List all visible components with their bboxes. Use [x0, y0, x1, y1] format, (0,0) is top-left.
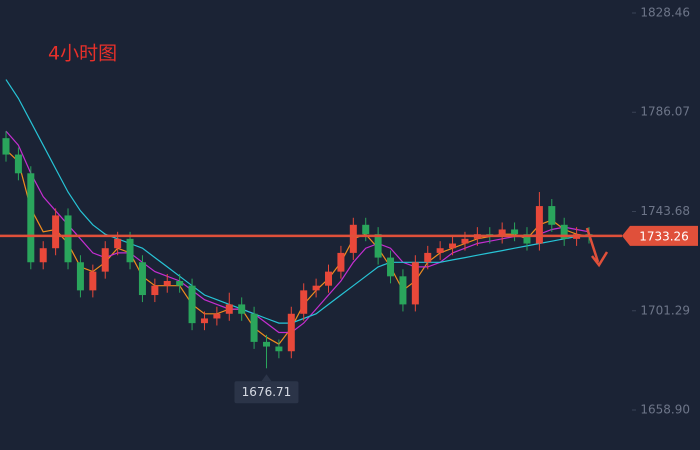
candle-body: [337, 252, 345, 272]
candle-body: [238, 304, 246, 314]
y-tick-label: 1701.29: [640, 303, 690, 317]
candle-body: [300, 290, 308, 314]
candle-body: [275, 346, 283, 352]
candle-body: [27, 173, 35, 263]
candle-body: [461, 238, 469, 244]
y-tick-label: 1786.07: [640, 105, 690, 119]
candle-body: [76, 262, 84, 291]
y-tick-label: 1743.68: [640, 204, 690, 218]
candle-body: [14, 154, 22, 174]
y-tick-label: 1658.90: [640, 403, 690, 417]
candle-body: [560, 224, 568, 239]
candle-body: [2, 138, 10, 155]
candle-body: [436, 248, 444, 253]
candle-body: [424, 252, 432, 263]
candle-body: [325, 271, 333, 286]
candle-body: [39, 248, 47, 263]
candle-body: [89, 271, 97, 291]
candle-body: [151, 285, 159, 296]
candle-body: [387, 257, 395, 277]
candle-body: [349, 224, 357, 253]
candle-body: [523, 234, 531, 244]
candle-body: [511, 229, 519, 235]
candle-body: [262, 341, 270, 347]
candle-body: [64, 215, 72, 263]
candle-body: [399, 276, 407, 305]
candle-body: [535, 206, 543, 244]
candle-body: [287, 313, 295, 352]
y-tick-label: 1828.46: [640, 5, 690, 19]
chart-title: 4小时图: [48, 43, 117, 65]
candle-body: [176, 280, 184, 286]
candle-body: [213, 313, 221, 319]
candle-body: [374, 234, 382, 258]
candle-body: [411, 262, 419, 305]
candle-body: [250, 313, 258, 342]
candle-body: [188, 285, 196, 324]
reference-label-box: [622, 225, 698, 246]
candle-body: [138, 262, 146, 296]
low-pointer: [261, 374, 272, 382]
candle-body: [200, 318, 208, 324]
candle-body: [225, 304, 233, 314]
low-label: 1676.71: [242, 385, 292, 399]
candle-body: [498, 229, 506, 237]
candle-body: [312, 285, 320, 291]
reference-label: 1733.26: [639, 229, 689, 243]
candle-body: [101, 248, 109, 272]
candle-body: [126, 238, 134, 263]
trend-arrow: [585, 227, 609, 268]
candle-body: [449, 243, 457, 249]
ma-line: [5, 79, 589, 324]
candle-body: [52, 215, 60, 249]
candle-body: [548, 206, 556, 225]
candle-body: [163, 280, 171, 286]
candle-body: [362, 224, 370, 235]
candle-body: [114, 238, 122, 249]
low-label-box: [234, 381, 299, 404]
